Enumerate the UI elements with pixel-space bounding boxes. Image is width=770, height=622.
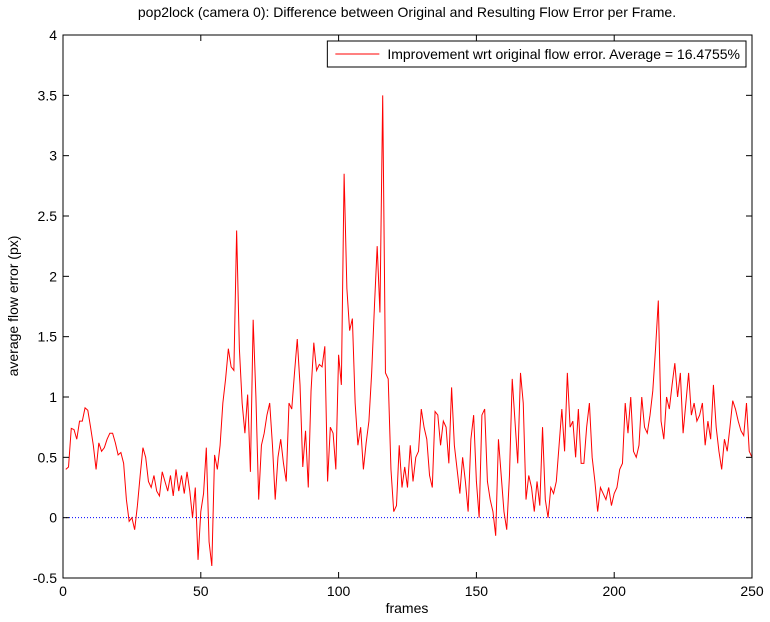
data-line <box>65 95 753 566</box>
plot-frame <box>62 34 753 579</box>
x-tick-label: 50 <box>193 583 209 599</box>
y-tick-label: 2 <box>49 268 57 284</box>
y-tick-label: 0 <box>49 510 57 526</box>
x-tick-label: 0 <box>59 583 67 599</box>
y-tick-label: 3.5 <box>38 87 58 103</box>
legend: Improvement wrt original flow error. Ave… <box>326 40 747 68</box>
y-tick-label: 1 <box>49 389 57 405</box>
y-tick-label: 3 <box>49 148 57 164</box>
x-tick-label: 150 <box>465 583 489 599</box>
y-axis-label: average flow error (px) <box>5 236 21 377</box>
y-tick-label: -0.5 <box>33 570 57 586</box>
y-tick-label: 0.5 <box>38 449 58 465</box>
x-axis-label: frames <box>386 600 429 616</box>
chart-title: pop2lock (camera 0): Difference between … <box>138 4 676 20</box>
x-tick-label: 100 <box>327 583 351 599</box>
y-tick-label: 1.5 <box>38 329 58 345</box>
y-tick-label: 4 <box>49 27 57 43</box>
legend-label: Improvement wrt original flow error. Ave… <box>387 46 740 62</box>
x-tick-label: 200 <box>603 583 627 599</box>
y-tick-label: 2.5 <box>38 208 58 224</box>
legend-box <box>326 40 747 68</box>
x-tick-label: 250 <box>740 583 764 599</box>
